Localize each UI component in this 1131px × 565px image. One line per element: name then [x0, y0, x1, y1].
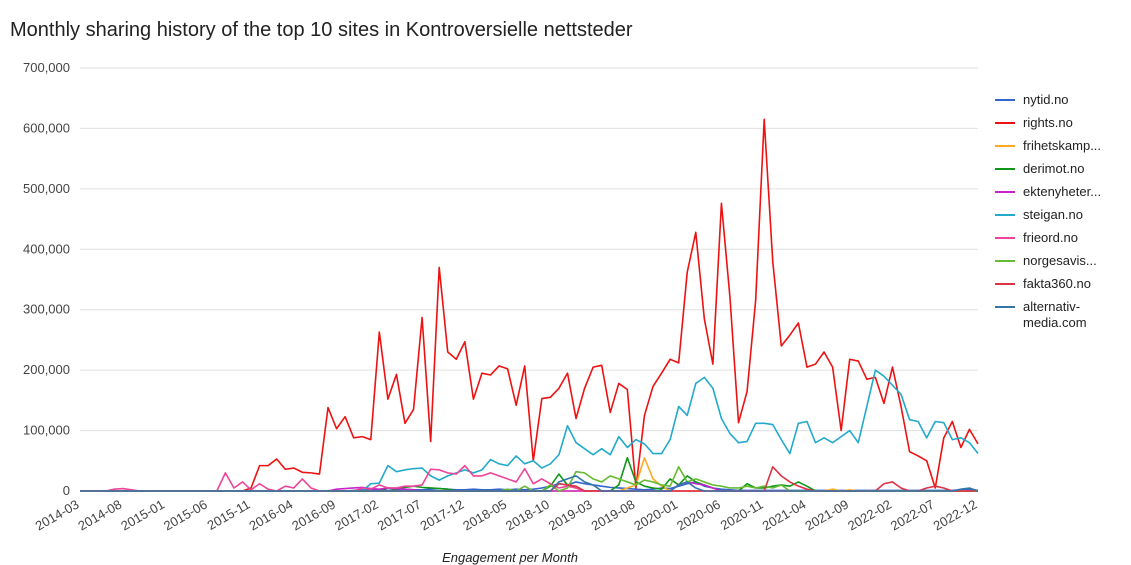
- y-tick-label: 0: [63, 483, 70, 498]
- legend-swatch: [995, 122, 1015, 124]
- y-tick-label: 400,000: [23, 241, 70, 256]
- x-tick-label: 2017-12: [418, 497, 467, 534]
- x-tick-label: 2019-03: [546, 497, 595, 534]
- x-tick-label: 2021-04: [760, 497, 809, 534]
- x-tick-label: 2014-08: [75, 497, 124, 534]
- series-line: [80, 466, 978, 492]
- x-tick-label: 2014-03: [33, 497, 82, 534]
- legend-swatch: [995, 168, 1015, 170]
- y-tick-label: 700,000: [23, 60, 70, 75]
- legend-swatch: [995, 191, 1015, 193]
- legend-label: steigan.no: [1023, 207, 1083, 222]
- legend-label: rights.no: [1023, 115, 1073, 130]
- x-tick-label: 2020-06: [674, 497, 723, 534]
- legend-item: rights.no: [995, 115, 1125, 131]
- x-axis-title: Engagement per Month: [442, 550, 578, 565]
- y-tick-label: 200,000: [23, 362, 70, 377]
- x-tick-label: 2016-04: [246, 497, 295, 534]
- legend-swatch: [995, 306, 1015, 308]
- y-tick-label: 300,000: [23, 302, 70, 317]
- legend-label: frihetskamp...: [1023, 138, 1102, 153]
- series-line: [80, 464, 978, 492]
- legend-item: norgesavis...: [995, 253, 1125, 269]
- chart-title: Monthly sharing history of the top 10 si…: [10, 19, 633, 41]
- legend-item: steigan.no: [995, 207, 1125, 223]
- x-tick-label: 2020-01: [631, 497, 680, 534]
- legend-item: ektenyheter...: [995, 184, 1125, 200]
- legend-swatch: [995, 237, 1015, 239]
- legend-swatch: [995, 283, 1015, 285]
- legend-label: derimot.no: [1023, 161, 1085, 176]
- series-line: [80, 475, 979, 492]
- x-tick-label: 2021-09: [802, 497, 851, 534]
- legend-item: alternativ-media.com: [995, 299, 1125, 331]
- legend-item: derimot.no: [995, 161, 1125, 177]
- legend-swatch: [995, 214, 1015, 216]
- legend-label: norgesavis...: [1023, 253, 1097, 268]
- x-tick-label: 2015-06: [161, 497, 210, 534]
- legend-item: frihetskamp...: [995, 138, 1125, 154]
- legend-label: fakta360.no: [1023, 276, 1091, 291]
- x-tick-label: 2018-05: [460, 497, 509, 534]
- x-tick-label: 2015-11: [205, 497, 253, 533]
- legend-label: ektenyheter...: [1023, 184, 1102, 199]
- x-tick-label: 2018-10: [503, 497, 552, 534]
- legend-item: frieord.no: [995, 230, 1125, 246]
- legend-item: nytid.no: [995, 92, 1125, 108]
- x-tick-label: 2016-09: [289, 497, 338, 534]
- legend-item: fakta360.no: [995, 276, 1125, 292]
- series-line: [80, 481, 979, 492]
- x-tick-label: 2022-07: [888, 497, 937, 534]
- legend: nytid.no rights.no frihetskamp... derimot.n…: [995, 92, 1125, 338]
- x-tick-label: 2017-07: [375, 497, 424, 534]
- legend-swatch: [995, 145, 1015, 147]
- legend-swatch: [995, 99, 1015, 101]
- x-tick-label: 2022-02: [845, 497, 894, 534]
- legend-label: nytid.no: [1023, 92, 1069, 107]
- series-line: [80, 466, 978, 492]
- y-tick-label: 100,000: [23, 423, 70, 438]
- legend-swatch: [995, 260, 1015, 262]
- y-tick-label: 600,000: [23, 120, 70, 135]
- legend-label: alternativ-media.com: [1023, 299, 1087, 330]
- x-tick-label: 2017-02: [332, 497, 381, 534]
- legend-label: frieord.no: [1023, 230, 1078, 245]
- x-tick-label: 2020-11: [718, 497, 766, 533]
- x-tick-label: 2015-01: [118, 497, 167, 534]
- x-tick-label: 2022-12: [931, 497, 980, 534]
- x-tick-label: 2019-08: [589, 497, 638, 534]
- y-tick-label: 500,000: [23, 181, 70, 196]
